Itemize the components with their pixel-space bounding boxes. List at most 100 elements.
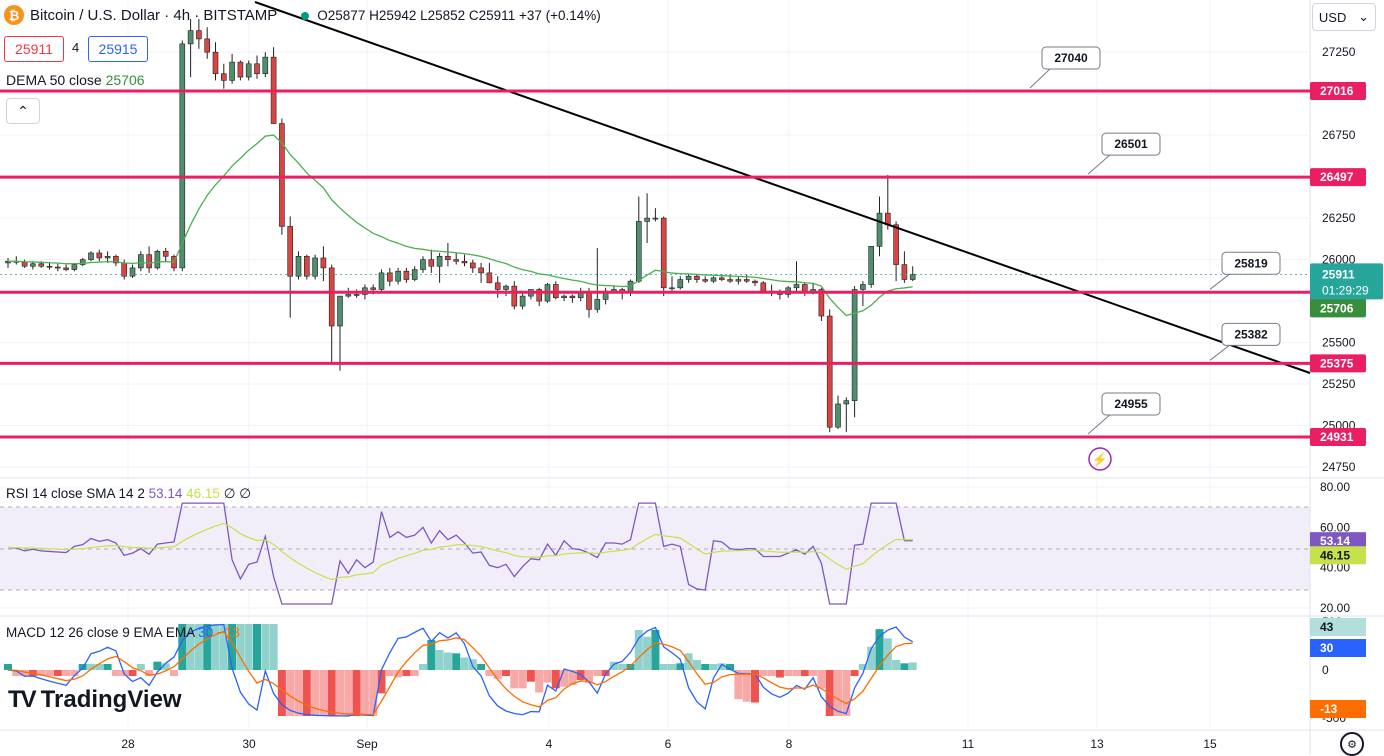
dema-line xyxy=(7,134,913,317)
macd-histogram-bar xyxy=(70,670,79,676)
macd-histogram-bar xyxy=(759,670,768,676)
candle-body xyxy=(868,246,875,285)
candle-body xyxy=(644,217,650,222)
candle-body xyxy=(221,73,227,81)
candle-body xyxy=(694,275,700,280)
rsi-label: RSI 14 close SMA 14 2 xyxy=(6,486,145,501)
candle-body xyxy=(38,263,45,267)
rsi-value: 53.14 xyxy=(148,486,183,501)
macd-histogram-bar xyxy=(443,652,452,670)
macd-histogram-bar xyxy=(277,670,286,716)
level-price-label xyxy=(1310,428,1366,446)
candle-body xyxy=(478,267,484,274)
macd-histogram-bar xyxy=(344,670,353,716)
macd-histogram-bar xyxy=(219,624,228,670)
tradingview-logo-icon: TV xyxy=(8,686,37,713)
macd-histogram-bar xyxy=(900,663,909,670)
macd-histogram-bar xyxy=(775,670,784,678)
macd-histogram-bar xyxy=(12,670,21,676)
macd-histogram-bar xyxy=(668,664,676,670)
macd-histogram-bar xyxy=(742,670,751,702)
macd-histogram-bar xyxy=(875,629,884,670)
macd-histogram-bar xyxy=(709,664,718,670)
rsi-value-text: 53.14 xyxy=(1320,534,1350,548)
currency-selector[interactable]: USD ⌄ xyxy=(1312,3,1376,31)
dema-label: DEMA 50 close xyxy=(6,72,102,88)
currency-label: USD xyxy=(1318,9,1347,25)
candle-body xyxy=(735,279,742,282)
level-price-text: 27016 xyxy=(1320,84,1354,98)
macd-histogram-bar xyxy=(336,670,344,716)
dema-legend[interactable]: DEMA 50 close 25706 xyxy=(6,72,145,88)
candle-body xyxy=(685,275,692,280)
x-tick-label: 8 xyxy=(786,737,793,751)
candle-body xyxy=(88,252,94,260)
macd-histogram-bar xyxy=(867,646,876,670)
chart-header: ₿ Bitcoin / U.S. Dollar · 4h · BITSTAMP … xyxy=(0,0,601,30)
gear-icon[interactable]: ⚙ xyxy=(1340,732,1364,756)
callout-label: 25382 xyxy=(1234,327,1268,341)
candle-body xyxy=(876,212,883,247)
candle-body xyxy=(287,226,294,277)
candle-body xyxy=(378,272,385,290)
sell-button[interactable]: 25911 xyxy=(4,36,64,62)
y-tick-label: 26000 xyxy=(1322,253,1356,267)
candle-body xyxy=(138,254,144,269)
candle-body xyxy=(860,284,866,290)
candle-body xyxy=(826,315,833,428)
callout-pointer xyxy=(1029,66,1053,89)
current-price-label xyxy=(1310,263,1383,300)
candle-body xyxy=(30,263,36,267)
candle-body xyxy=(511,285,518,307)
candle-body xyxy=(660,217,667,289)
macd-histogram-bar xyxy=(609,661,618,670)
dema-price-text: 25706 xyxy=(1320,301,1354,315)
callout-pointer xyxy=(1087,152,1113,175)
y-tick-label: 26250 xyxy=(1322,211,1356,225)
buy-button[interactable]: 25915 xyxy=(88,36,148,62)
candle-body xyxy=(702,279,709,282)
macd-histogram-bar xyxy=(394,670,403,678)
candle-body xyxy=(469,262,476,269)
candle-body xyxy=(901,264,908,280)
macd-histogram-bar xyxy=(568,670,577,685)
collapse-legend-button[interactable]: ⌃ xyxy=(6,98,40,124)
candle-body xyxy=(428,259,435,267)
candle-body xyxy=(420,259,426,270)
logo-text: TradingView xyxy=(40,686,182,713)
rsi-band xyxy=(0,507,1310,590)
candle-body xyxy=(818,289,825,317)
y-tick-label: 27250 xyxy=(1322,45,1356,59)
macd-histogram-bar xyxy=(651,630,660,670)
macd-histogram-bar xyxy=(717,663,726,670)
candle-body xyxy=(669,287,675,290)
macd-legend[interactable]: MACD 12 26 close 9 EMA EMA 30 −13 xyxy=(6,625,240,640)
candle-body xyxy=(760,282,767,292)
macd-histogram-bar xyxy=(452,653,461,670)
symbol-title[interactable]: Bitcoin / U.S. Dollar · 4h · BITSTAMP xyxy=(30,6,278,24)
rsi-tick-label: 80.00 xyxy=(1320,480,1350,494)
candle-body xyxy=(569,295,576,299)
candle-body xyxy=(179,43,186,269)
candle-body xyxy=(146,254,152,269)
macd-histogram-bar xyxy=(543,670,552,683)
y-tick-label: 24750 xyxy=(1322,460,1356,474)
candle-body xyxy=(486,272,493,284)
rsi-legend[interactable]: RSI 14 close SMA 14 2 53.14 46.15 ∅ ∅ xyxy=(6,486,251,502)
macd-histogram-bar xyxy=(485,670,494,676)
callout-pointer xyxy=(1209,271,1233,290)
candle-body xyxy=(79,259,86,265)
chevron-down-icon: ⌄ xyxy=(1358,9,1370,24)
macd-histogram-bar xyxy=(800,670,809,676)
candle-body xyxy=(295,255,302,277)
candle-body xyxy=(370,287,377,290)
level-price-label xyxy=(1310,354,1366,373)
market-open-icon xyxy=(301,11,310,20)
level-price-text: 26497 xyxy=(1320,170,1354,184)
macd-histogram-bar xyxy=(20,670,29,676)
macd-histogram-bar xyxy=(186,624,195,670)
level-price-text: 24931 xyxy=(1320,430,1354,444)
x-tick-label: 11 xyxy=(962,737,975,751)
macd-histogram-bar xyxy=(593,670,602,676)
